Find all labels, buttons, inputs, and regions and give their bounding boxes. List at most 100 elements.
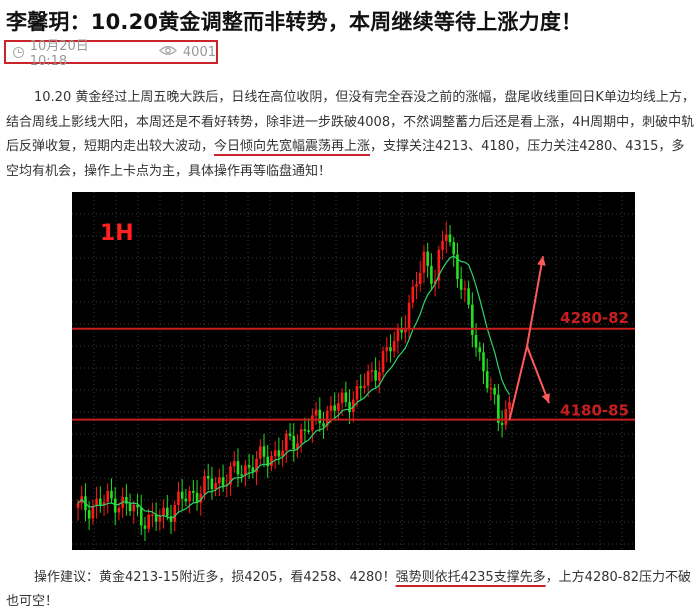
candle-body	[106, 490, 110, 502]
candle-body	[404, 327, 407, 333]
candle-body	[359, 386, 363, 388]
candle-body	[456, 254, 459, 280]
candle-body	[459, 279, 463, 290]
candle-body	[441, 240, 444, 250]
candle-body	[128, 503, 132, 512]
candle-body	[117, 507, 121, 513]
candle-body	[314, 409, 318, 416]
candle-body	[422, 251, 426, 273]
candle-body	[229, 466, 232, 485]
candle-body	[482, 352, 485, 372]
view-count: 4001	[182, 44, 216, 60]
candle-body	[329, 405, 333, 411]
candle-body	[474, 334, 478, 348]
advice-text-2: ，上方4280-82压力不破也可空！	[6, 570, 691, 609]
candle-body	[344, 392, 348, 402]
candle-body	[325, 410, 329, 427]
candle-body	[184, 498, 188, 502]
candle-body	[500, 423, 504, 425]
candle-body	[285, 433, 288, 451]
candle-body	[396, 328, 400, 342]
candle-body	[273, 450, 277, 457]
candle-body	[132, 504, 136, 512]
candle-body	[355, 386, 359, 400]
projection-arrow	[508, 345, 528, 420]
candle-body	[247, 465, 251, 468]
advice-text-1: 操作建议：黄金4213-15附近多，损4205，看4258、4280！	[34, 570, 396, 585]
candle-body	[444, 234, 448, 241]
candle-body	[173, 505, 177, 522]
candle-body	[147, 514, 150, 529]
candle-body	[381, 351, 385, 373]
candle-body	[389, 347, 392, 352]
candle-body	[244, 465, 247, 476]
candle-body	[210, 478, 214, 490]
candle-body	[266, 456, 270, 467]
candle-body	[415, 284, 418, 287]
candle-body	[437, 249, 441, 281]
candle-body	[270, 456, 273, 467]
candle-body	[407, 302, 411, 328]
candle-body	[366, 371, 370, 386]
paragraph-text-2: ，支撑关注4213、4180，压力关注4280、4315，多空均有机会，操作上卡…	[6, 139, 685, 179]
candle-body	[452, 242, 456, 255]
candle-body	[192, 490, 195, 493]
candle-body	[411, 286, 415, 303]
candle-body	[255, 458, 258, 473]
projection-arrow-down	[526, 345, 550, 404]
candle-body	[277, 450, 281, 457]
candle-body	[221, 477, 225, 486]
candle-body	[471, 304, 474, 335]
candle-body	[489, 387, 493, 390]
candle-body	[363, 385, 366, 388]
candle-body	[258, 446, 262, 459]
candle-body	[322, 423, 325, 427]
candle-body	[180, 491, 184, 499]
eye-icon	[158, 45, 177, 60]
candle-body	[430, 265, 433, 284]
candle-body	[262, 446, 266, 457]
candle-body	[333, 405, 336, 411]
candle-body	[158, 516, 162, 522]
candle-body	[385, 347, 389, 352]
candle-body	[433, 280, 437, 284]
candle-body	[418, 272, 422, 285]
candle-body	[199, 493, 203, 503]
candle-body	[165, 507, 169, 517]
candle-body	[236, 461, 240, 475]
candle-body	[497, 394, 500, 424]
projection-arrow-up	[526, 256, 544, 347]
candle-body	[318, 409, 322, 424]
candle-body	[113, 498, 117, 513]
candle-body	[151, 514, 154, 516]
candle-body	[348, 401, 351, 413]
candle-body	[203, 475, 206, 494]
candle-body	[337, 403, 340, 411]
candle-body	[378, 372, 381, 381]
paragraph-highlight: 今日倾向先宽幅震荡再上涨	[214, 139, 371, 154]
level-label: 4180-85	[560, 402, 629, 420]
candle-body	[463, 288, 467, 290]
candle-body	[340, 392, 344, 404]
candle-body	[311, 415, 314, 431]
candle-body	[87, 510, 91, 519]
candle-body	[370, 370, 374, 372]
candle-body	[374, 370, 377, 381]
moving-average-line	[77, 255, 511, 520]
operation-advice: 操作建议：黄金4213-15附近多，损4205，看4258、4280！强势则依托…	[6, 566, 696, 614]
candle-body	[281, 450, 284, 457]
candle-body	[110, 490, 113, 499]
candle-body	[139, 507, 143, 526]
candle-body	[299, 429, 303, 444]
article-meta: 10月20日 10:18 4001	[4, 39, 218, 69]
candle-body	[218, 477, 221, 484]
candle-body	[351, 399, 355, 413]
timeframe-label: 1H	[100, 221, 134, 246]
article-title: 李馨玥：10.20黄金调整而非转势，本周继续等待上涨力度！	[6, 10, 583, 34]
candle-body	[307, 430, 310, 432]
candle-body	[426, 251, 429, 266]
candle-body	[195, 492, 199, 503]
candle-body	[154, 514, 158, 522]
paragraph-text-1: 10.20 黄金经过上周五晚大跌后，日线在高位收阴，但没有完全吞没之前的涨幅，盘…	[6, 90, 695, 154]
candle-body	[95, 498, 98, 506]
